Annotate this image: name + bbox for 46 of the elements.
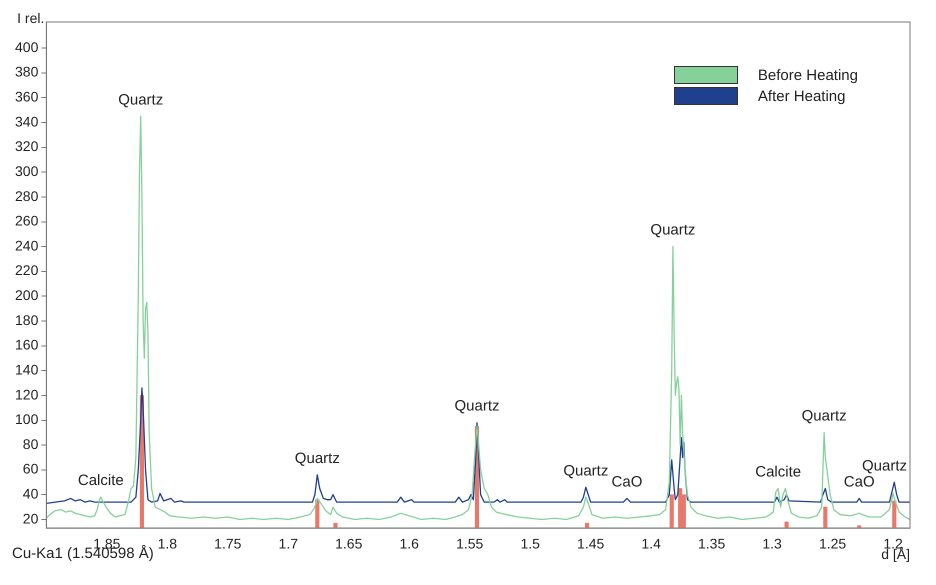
y-axis-title: I rel. <box>17 10 44 26</box>
annotation: CaO <box>612 473 642 490</box>
annotation: Quartz <box>650 222 696 239</box>
x-tick-label: 1.3 <box>762 535 782 552</box>
y-tick-label: 60 <box>22 460 39 477</box>
y-tick-label: 400 <box>15 38 39 55</box>
annotation: Quartz <box>454 398 500 415</box>
annotation: Quartz <box>802 408 847 425</box>
annotation: Quartz <box>563 462 608 480</box>
x-tick-label: 1.6 <box>400 535 420 552</box>
y-tick-label: 100 <box>15 411 39 428</box>
x-tick-label: 1.5 <box>520 535 540 552</box>
x-tick-label: 1.7 <box>278 535 298 552</box>
y-tick-label: 40 <box>22 486 39 502</box>
y-tick-label: 320 <box>15 138 39 154</box>
annotation: Quartz <box>118 91 164 108</box>
y-tick-label: 180 <box>15 312 39 328</box>
x-tick-label: 1.25 <box>818 535 846 552</box>
y-tick-label: 160 <box>15 336 39 353</box>
y-tick-label: 200 <box>15 287 39 304</box>
annotation: Quartz <box>294 450 340 467</box>
x-tick-label: 1.4 <box>641 535 662 552</box>
y-tick-label: 220 <box>15 262 39 278</box>
y-tick-label: 380 <box>15 64 39 80</box>
y-tick-label: 280 <box>15 188 39 204</box>
y-tick-label: 140 <box>15 361 39 378</box>
legend-label: After Heating <box>758 88 846 104</box>
x-tick-label: 1.55 <box>456 535 484 552</box>
y-tick-label: 120 <box>15 386 39 402</box>
y-tick-label: 80 <box>22 436 39 452</box>
x-tick-label: 1.75 <box>214 535 242 552</box>
x-tick-label: 1.65 <box>335 535 363 552</box>
y-tick-label: 260 <box>15 212 39 229</box>
annotation: Quartz <box>862 457 907 474</box>
legend-label: Before Heating <box>758 66 858 84</box>
y-tick-label: 360 <box>15 88 39 105</box>
x-tick-label: 1.45 <box>577 535 605 552</box>
annotation: Calcite <box>78 472 124 490</box>
y-tick-label: 340 <box>15 113 39 130</box>
annotation: Calcite <box>755 464 802 480</box>
y-tick-label: 20 <box>22 510 39 526</box>
annotation: CaO <box>844 473 875 490</box>
y-tick-label: 300 <box>15 162 39 179</box>
x-tick-label: 1.8 <box>158 535 178 552</box>
x-tick-label: 1.35 <box>698 535 726 552</box>
y-tick-label: 240 <box>15 237 39 254</box>
